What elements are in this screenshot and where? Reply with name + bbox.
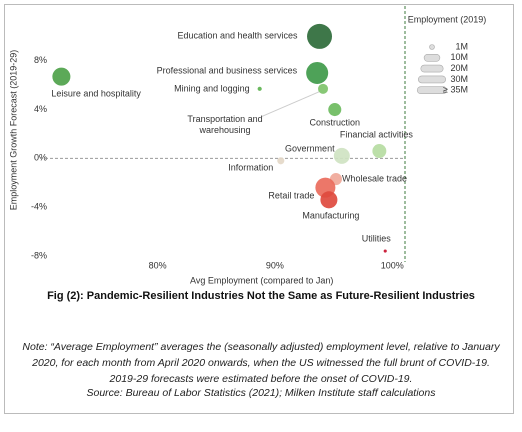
legend-label: 30M xyxy=(450,74,468,84)
legend-label: 1M xyxy=(455,41,468,51)
note: Note: “Average Employment” averages the … xyxy=(22,341,500,385)
y-tick-label: -4% xyxy=(31,201,47,211)
source: Source: Bureau of Labor Statistics (2021… xyxy=(86,387,436,399)
point-label: Education and health services xyxy=(177,30,298,41)
bubble xyxy=(320,191,338,209)
legend-swatch xyxy=(423,53,441,62)
bubble xyxy=(306,61,329,84)
legend-title: Employment (2019) xyxy=(408,14,487,24)
point-label: Construction xyxy=(309,117,361,128)
legend-swatch xyxy=(416,86,448,94)
point-label: Wholesale trade xyxy=(341,173,407,184)
x-tick-label: 80% xyxy=(149,260,167,270)
y-axis-title: Employment Growth Forecast (2019-29) xyxy=(8,50,18,211)
point-label: Mining and logging xyxy=(174,83,250,94)
point-label: Manufacturing xyxy=(302,210,360,221)
point-label: Government xyxy=(285,143,335,154)
legend-label: ≥ 35M xyxy=(443,85,468,95)
point-label: Information xyxy=(228,162,274,173)
bubble xyxy=(372,144,387,159)
point-label: Transportation and warehousing xyxy=(187,113,263,135)
bubble xyxy=(328,103,342,117)
bubble xyxy=(383,249,387,253)
point-label: Retail trade xyxy=(268,190,315,201)
point-label: Utilities xyxy=(361,233,391,244)
legend-swatch xyxy=(420,64,444,73)
bubble xyxy=(333,147,350,164)
legend-swatch xyxy=(418,75,446,84)
x-tick-label: 90% xyxy=(266,260,284,270)
x-tick-label: 100% xyxy=(381,260,404,270)
legend-swatch xyxy=(429,44,435,50)
bubble xyxy=(257,86,262,91)
bubble xyxy=(277,157,285,165)
bubble xyxy=(307,23,333,49)
caption: Fig (2): Pandemic-Resilient Industries N… xyxy=(47,290,475,302)
y-tick-label: 0% xyxy=(34,153,47,163)
point-label: Professional and business services xyxy=(156,65,298,76)
legend-label: 10M xyxy=(450,52,468,62)
y-tick-label: -8% xyxy=(31,250,47,260)
point-label: Financial activities xyxy=(339,129,413,140)
x-axis-title: Avg Employment (compared to Jan) xyxy=(190,275,333,285)
frame xyxy=(4,4,514,414)
chart: Employment Growth Forecast (2019-29) Avg… xyxy=(8,6,487,285)
legend-label: 20M xyxy=(450,63,468,73)
leader-line xyxy=(260,91,320,118)
point-label: Leisure and hospitality xyxy=(51,88,141,99)
bubble xyxy=(52,67,71,86)
y-tick-label: 8% xyxy=(34,55,47,65)
bubble xyxy=(318,83,329,94)
y-tick-label: 4% xyxy=(34,104,47,114)
